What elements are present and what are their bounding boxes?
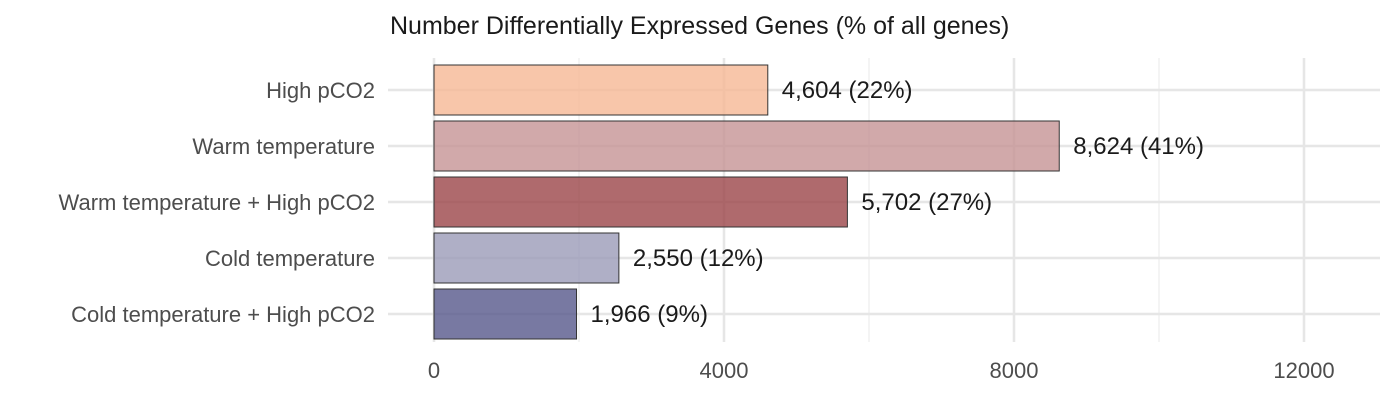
category-labels: High pCO2 Warm temperature Warm temperatur… [59,78,375,327]
data-label: 5,702 (27%) [861,189,992,216]
x-tick-label: 8000 [990,358,1039,383]
data-labels: 4,604 (22%) 8,624 (41%) 5,702 (27%) 2,550 (… [591,77,1204,328]
data-label: 4,604 (22%) [782,77,913,104]
category-label: Cold temperature + High pCO2 [71,302,375,327]
category-label: High pCO2 [266,78,375,103]
chart-title: Number Differentially Expressed Genes (%… [390,12,1009,40]
bars [433,64,1060,340]
bar [433,288,578,340]
x-tick-label: 0 [428,358,440,383]
category-label: Warm temperature [192,134,375,159]
x-tick-label: 12000 [1273,358,1334,383]
bar [433,120,1060,172]
category-label: Warm temperature + High pCO2 [59,190,375,215]
x-axis-ticks: 0 4000 8000 12000 [428,358,1335,383]
bar [433,176,848,228]
bar [433,64,769,116]
x-tick-label: 4000 [700,358,749,383]
bar [433,232,620,284]
data-label: 2,550 (12%) [633,245,764,272]
data-label: 8,624 (41%) [1073,133,1204,160]
data-label: 1,966 (9%) [591,301,708,328]
category-label: Cold temperature [205,246,375,271]
